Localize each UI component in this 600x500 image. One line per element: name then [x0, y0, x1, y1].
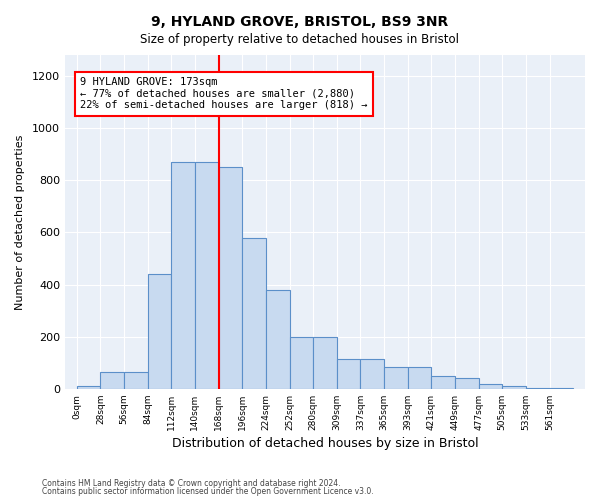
- Bar: [431, 376, 455, 389]
- Text: Contains public sector information licensed under the Open Government Licence v3: Contains public sector information licen…: [42, 487, 374, 496]
- Bar: [455, 378, 479, 389]
- Text: Size of property relative to detached houses in Bristol: Size of property relative to detached ho…: [140, 32, 460, 46]
- Bar: [337, 359, 361, 389]
- Bar: [172, 162, 195, 389]
- Bar: [313, 336, 337, 389]
- Bar: [361, 359, 384, 389]
- Bar: [550, 388, 573, 389]
- Bar: [384, 366, 408, 389]
- Bar: [408, 366, 431, 389]
- Bar: [124, 372, 148, 389]
- Bar: [266, 290, 290, 389]
- Text: Contains HM Land Registry data © Crown copyright and database right 2024.: Contains HM Land Registry data © Crown c…: [42, 478, 341, 488]
- Text: 9, HYLAND GROVE, BRISTOL, BS9 3NR: 9, HYLAND GROVE, BRISTOL, BS9 3NR: [151, 15, 449, 29]
- Bar: [502, 386, 526, 389]
- Bar: [148, 274, 172, 389]
- Bar: [100, 372, 124, 389]
- Text: 9 HYLAND GROVE: 173sqm
← 77% of detached houses are smaller (2,880)
22% of semi-: 9 HYLAND GROVE: 173sqm ← 77% of detached…: [80, 77, 368, 110]
- Bar: [290, 336, 313, 389]
- Bar: [77, 386, 100, 389]
- Bar: [479, 384, 502, 389]
- Bar: [195, 162, 218, 389]
- X-axis label: Distribution of detached houses by size in Bristol: Distribution of detached houses by size …: [172, 437, 478, 450]
- Bar: [242, 238, 266, 389]
- Bar: [526, 388, 550, 389]
- Bar: [218, 167, 242, 389]
- Y-axis label: Number of detached properties: Number of detached properties: [15, 134, 25, 310]
